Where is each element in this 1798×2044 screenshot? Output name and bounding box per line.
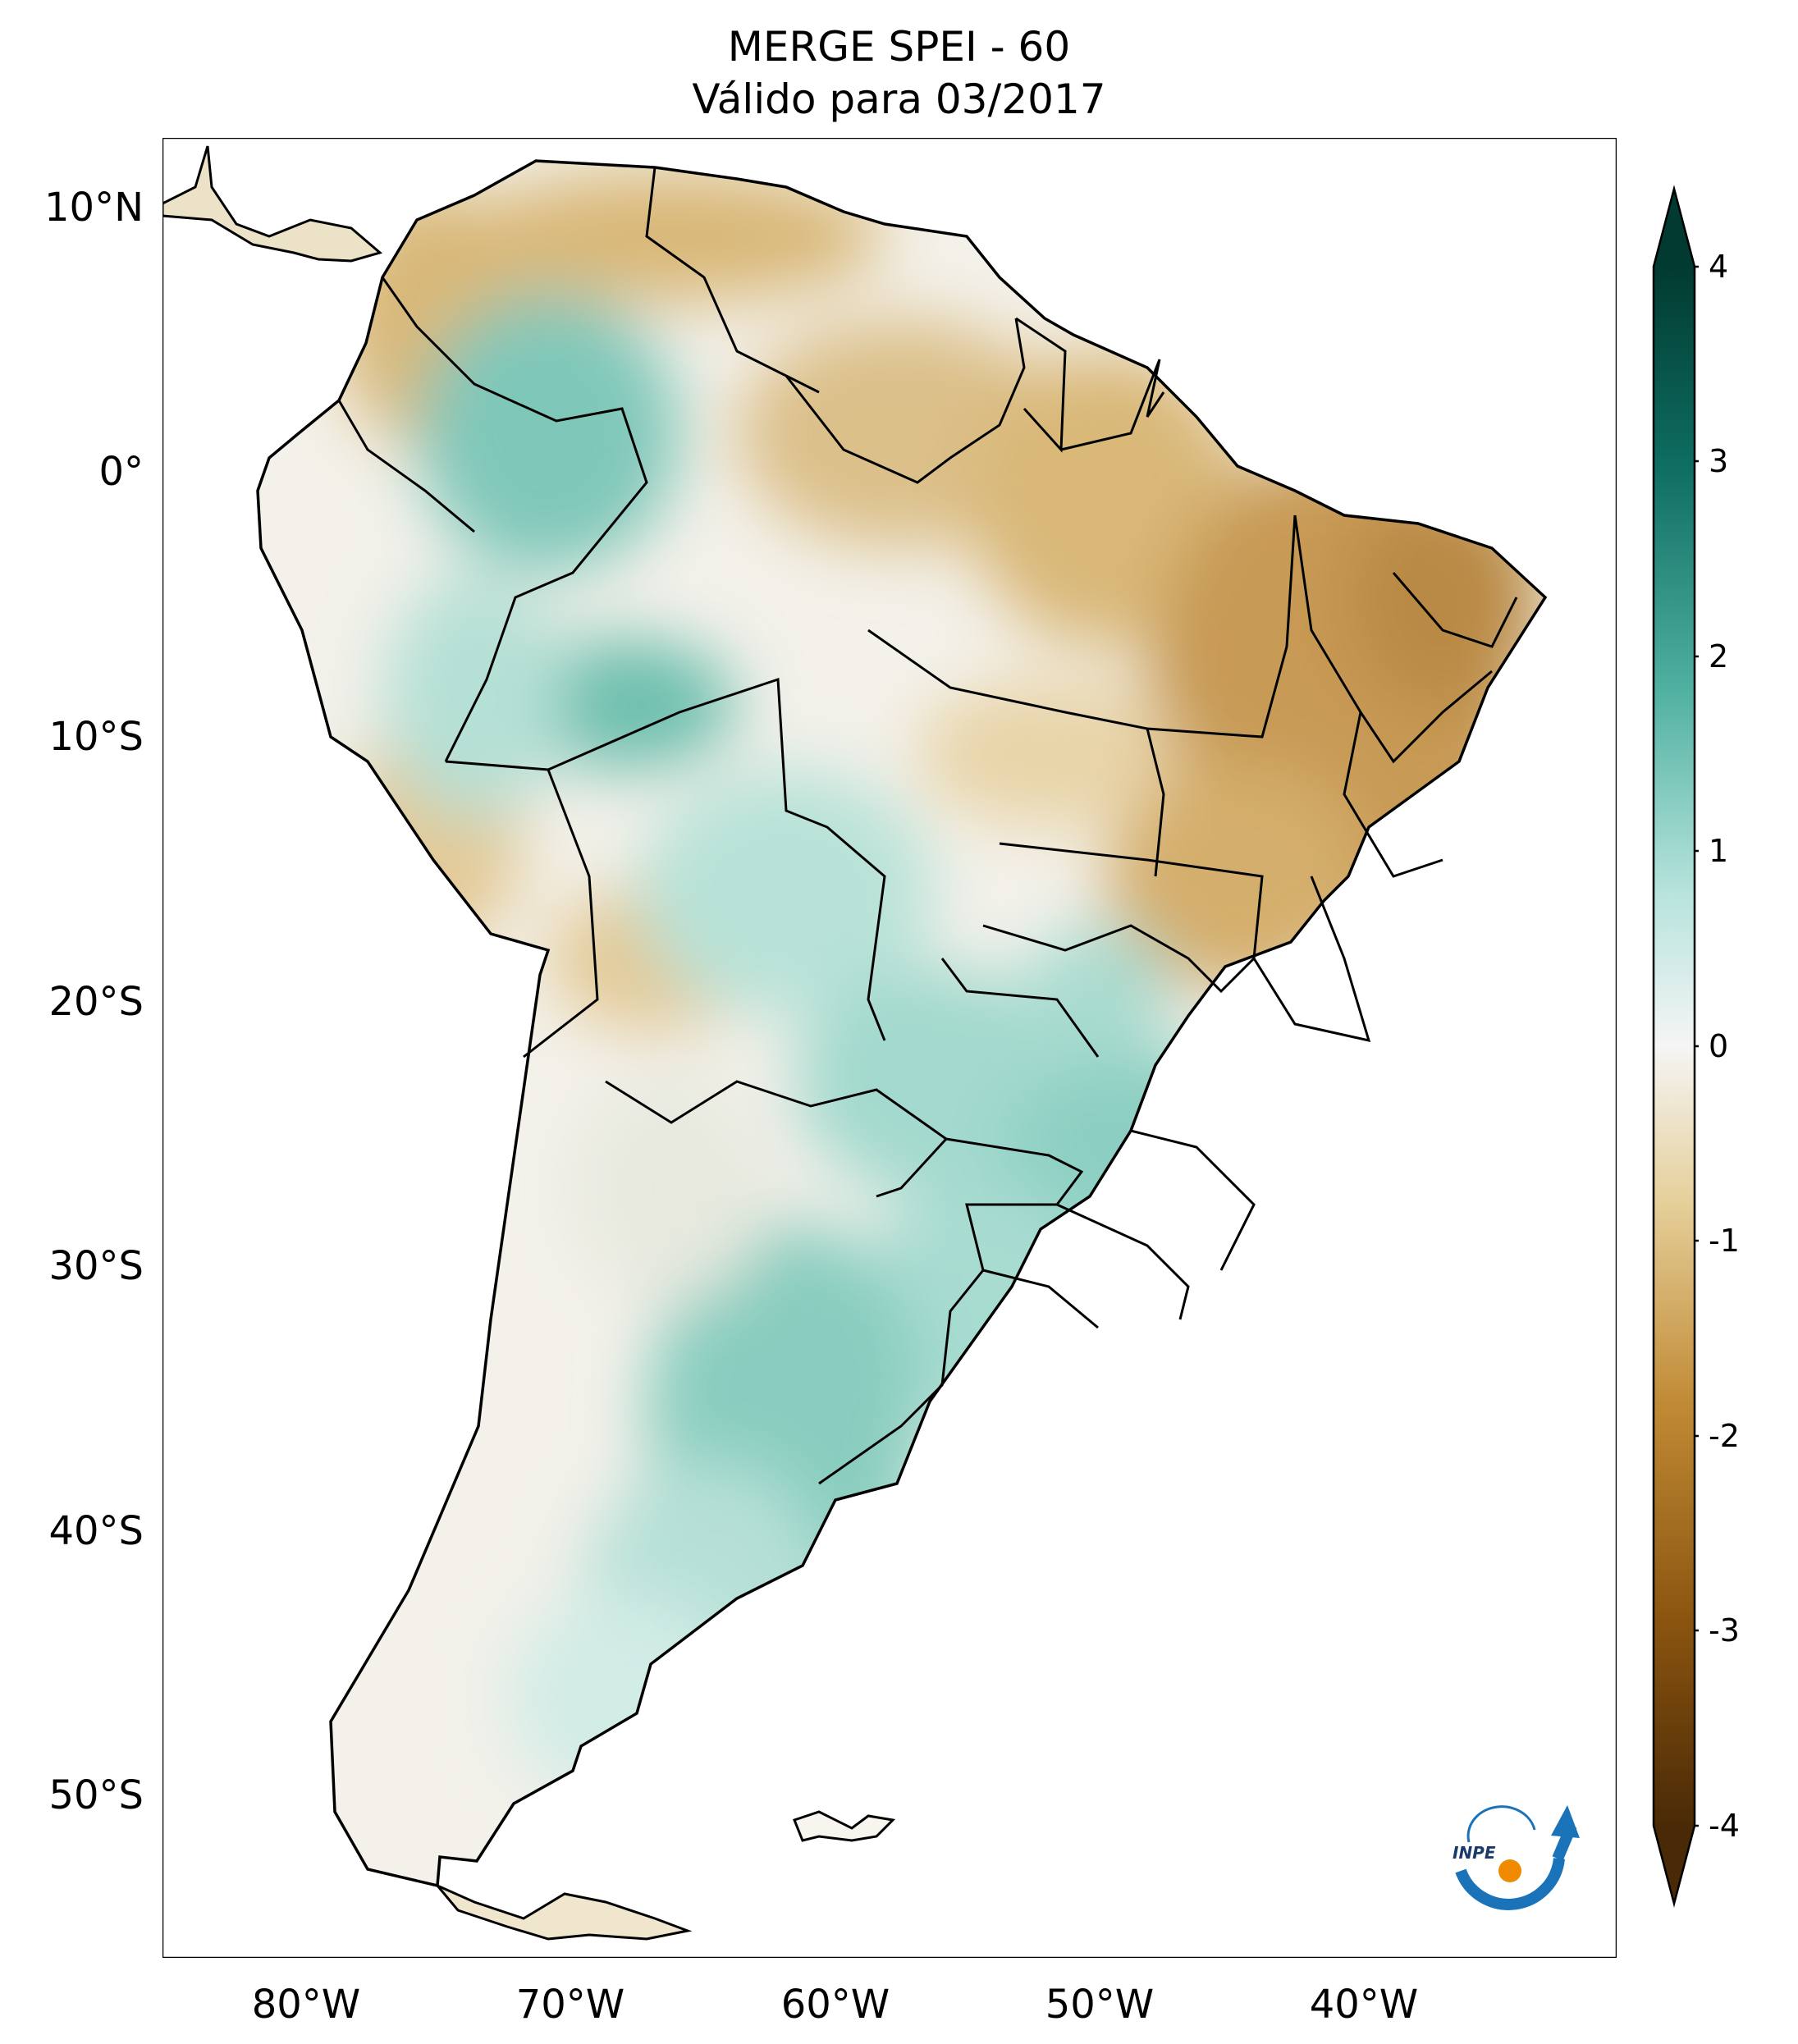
lat-label-20s: 20°S bbox=[48, 979, 144, 1025]
colorbar-tick-neg1: -1 bbox=[1709, 1223, 1740, 1259]
lat-label-50s: 50°S bbox=[48, 1772, 144, 1818]
lat-label-10n: 10°N bbox=[44, 185, 144, 231]
colorbar-tick-neg3: -3 bbox=[1709, 1612, 1740, 1648]
colorbar-gradient bbox=[1654, 267, 1695, 1826]
map-title: MERGE SPEI - 60 bbox=[727, 23, 1071, 71]
tierra-del-fuego bbox=[436, 1884, 693, 1941]
map-subtitle: Válido para 03/2017 bbox=[692, 75, 1106, 123]
lat-label-30s: 30°S bbox=[48, 1243, 144, 1289]
lon-label-60w: 60°W bbox=[780, 1982, 890, 2028]
lat-label-40s: 40°S bbox=[48, 1508, 144, 1554]
lon-label-50w: 50°W bbox=[1045, 1982, 1155, 2028]
colorbar bbox=[1652, 185, 1699, 1908]
lon-label-70w: 70°W bbox=[515, 1982, 625, 2028]
inpe-logo: INPE bbox=[1453, 1805, 1580, 1910]
lat-label-10s: 10°S bbox=[48, 714, 144, 760]
lon-label-40w: 40°W bbox=[1309, 1982, 1419, 2028]
colorbar-tick-3: 3 bbox=[1709, 443, 1729, 479]
map-panel bbox=[162, 138, 1617, 1958]
coastline bbox=[256, 159, 1548, 1888]
political-borders bbox=[337, 167, 1518, 1485]
svg-text:INPE: INPE bbox=[1453, 1843, 1496, 1863]
colorbar-tick-neg2: -2 bbox=[1709, 1418, 1740, 1454]
lon-label-80w: 80°W bbox=[251, 1982, 361, 2028]
colorbar-max-extension bbox=[1654, 189, 1695, 267]
colorbar-tick-0: 0 bbox=[1709, 1028, 1729, 1064]
colorbar-tick-4: 4 bbox=[1709, 249, 1729, 285]
lat-label-0: 0° bbox=[98, 449, 144, 495]
colorbar-tick-2: 2 bbox=[1709, 638, 1729, 674]
colorbar-min-extension bbox=[1654, 1826, 1695, 1904]
falkland-islands bbox=[793, 1810, 896, 1842]
colorbar-tick-neg4: -4 bbox=[1709, 1808, 1740, 1844]
central-america bbox=[162, 145, 383, 263]
colorbar-tick-1: 1 bbox=[1709, 833, 1729, 869]
inpe-logo-dot bbox=[1498, 1859, 1521, 1882]
